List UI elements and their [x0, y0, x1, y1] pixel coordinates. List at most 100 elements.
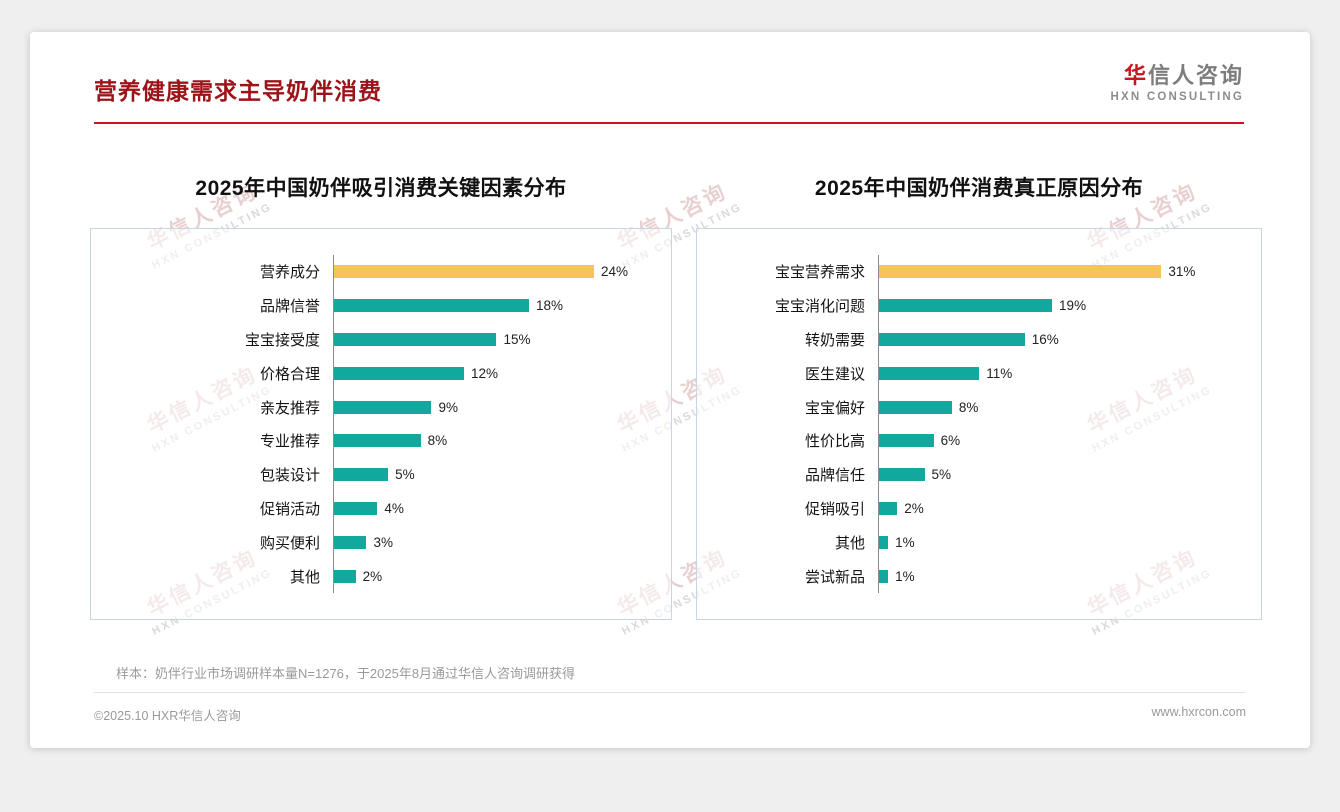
bar-label: 性价比高	[804, 433, 865, 451]
bar-row: 尝试新品 1%	[715, 559, 1241, 593]
bar	[334, 332, 497, 346]
bar	[334, 265, 594, 279]
bar-track: 18%	[333, 288, 651, 323]
bar-value: 6%	[940, 433, 961, 449]
header: 营养健康需求主导奶伴消费 华信人咨询 HXN CONSULTING	[94, 63, 1244, 124]
bar-label: 医生建议	[804, 365, 865, 383]
bar-track: 1%	[878, 559, 1241, 593]
chart-box-left: 营养成分 24% 品牌信誉 18% 宝宝接受度 15% 价格合理 12% 亲友推荐 9% 专业推荐 8…	[90, 228, 672, 620]
bar-row: 性价比高 6%	[715, 423, 1241, 458]
bar-track: 6%	[878, 423, 1241, 458]
bar-value: 16%	[1031, 331, 1059, 347]
bar	[879, 400, 952, 414]
bar-row: 宝宝接受度 15%	[109, 322, 651, 357]
bar-track: 19%	[878, 288, 1241, 323]
bar-track: 16%	[878, 322, 1241, 357]
bar	[334, 434, 421, 448]
bar-value: 1%	[895, 534, 915, 550]
bar-track: 5%	[333, 457, 651, 492]
charts-area: 2025年中国奶伴吸引消费关键因素分布 营养成分 24% 品牌信誉 18% 宝宝接受度 1…	[90, 172, 1262, 620]
footer: ©2025.10 HXR华信人咨询 www.hxrcon.com	[94, 692, 1246, 724]
bar-track: 2%	[333, 559, 651, 593]
bar-value: 2%	[904, 500, 924, 516]
bar-label: 促销吸引	[804, 500, 865, 518]
bar	[334, 569, 356, 583]
bar-label: 尝试新品	[804, 568, 865, 586]
bar-track: 5%	[878, 457, 1241, 492]
bar-track: 12%	[333, 356, 651, 391]
bar	[879, 501, 898, 515]
bar-label: 其他	[289, 568, 320, 586]
bar	[879, 265, 1162, 279]
bar-track: 4%	[333, 491, 651, 526]
footer-copyright: ©2025.10 HXR华信人咨询	[94, 709, 241, 723]
bar-row: 其他 2%	[109, 559, 651, 593]
bar-track: 24%	[333, 255, 651, 289]
bar-label: 促销活动	[259, 500, 320, 518]
bar-label: 专业推荐	[259, 433, 320, 451]
bar-value: 19%	[1059, 298, 1087, 314]
bar-label: 营养成分	[259, 264, 320, 282]
bar	[879, 332, 1025, 346]
bar	[334, 468, 389, 482]
bar	[879, 468, 925, 482]
bar-value: 5%	[931, 467, 952, 483]
bar-label: 宝宝接受度	[244, 331, 320, 349]
brand-logo: 华信人咨询 HXN CONSULTING	[1111, 63, 1244, 104]
bar-track: 3%	[333, 525, 651, 560]
bar-value: 1%	[895, 568, 915, 584]
bar-value: 9%	[438, 399, 458, 415]
bar-value: 24%	[600, 264, 628, 280]
logo-accent-char: 华	[1123, 63, 1148, 88]
bar-row: 促销吸引 2%	[715, 491, 1241, 526]
bar-track: 11%	[878, 356, 1241, 391]
bar-track: 9%	[333, 390, 651, 424]
bar-row: 包装设计 5%	[109, 457, 651, 492]
bar-value: 2%	[362, 568, 383, 584]
bar-value: 3%	[373, 534, 393, 550]
bar-label: 宝宝消化问题	[774, 298, 865, 316]
bar-value: 31%	[1168, 264, 1196, 280]
sample-note: 样本：奶伴行业市场调研样本量N=1276，于2025年8月通过华信人咨询调研获得	[116, 666, 576, 681]
bar-label: 品牌信任	[804, 467, 865, 485]
bar-track: 15%	[333, 322, 651, 357]
bar	[879, 366, 980, 380]
bar-value: 5%	[395, 467, 415, 483]
bar-row: 营养成分 24%	[109, 255, 651, 289]
bar	[334, 366, 464, 380]
bar	[334, 501, 378, 515]
bar	[334, 535, 367, 549]
bar-label: 购买便利	[259, 534, 320, 552]
bar-track: 8%	[333, 423, 651, 458]
bar-value: 11%	[986, 365, 1013, 381]
bar-value: 18%	[535, 298, 563, 314]
bar-row: 促销活动 4%	[109, 491, 651, 526]
bar-label: 包装设计	[259, 467, 320, 485]
bar-value: 4%	[384, 500, 404, 516]
bar-row: 医生建议 11%	[715, 356, 1241, 391]
bar-row: 专业推荐 8%	[109, 423, 651, 458]
bar	[879, 569, 889, 583]
bar-row: 亲友推荐 9%	[109, 390, 651, 424]
bar	[334, 299, 529, 313]
bar-track: 31%	[878, 255, 1241, 289]
chart-section-key-factors: 2025年中国奶伴吸引消费关键因素分布 营养成分 24% 品牌信誉 18% 宝宝接受度 1…	[90, 172, 672, 620]
bar-row: 购买便利 3%	[109, 525, 651, 560]
logo-cn: 华信人咨询	[1111, 63, 1244, 88]
chart-section-real-reasons: 2025年中国奶伴消费真正原因分布 宝宝营养需求 31% 宝宝消化问题 19% 转奶需要…	[696, 172, 1262, 620]
bar-track: 1%	[878, 525, 1241, 560]
bar	[879, 535, 889, 549]
bar-label: 价格合理	[259, 365, 320, 383]
chart-title-left: 2025年中国奶伴吸引消费关键因素分布	[195, 177, 567, 200]
bar	[879, 434, 934, 448]
logo-cn-rest: 信人咨询	[1147, 63, 1244, 88]
bar-label: 其他	[834, 534, 865, 552]
page-title: 营养健康需求主导奶伴消费	[94, 78, 382, 104]
bar-value: 8%	[958, 399, 979, 415]
bar-row: 转奶需要 16%	[715, 322, 1241, 357]
footer-website: www.hxrcon.com	[1151, 705, 1246, 719]
bar-row: 宝宝偏好 8%	[715, 390, 1241, 424]
bar-row: 宝宝消化问题 19%	[715, 288, 1241, 323]
bar-track: 8%	[878, 390, 1241, 424]
